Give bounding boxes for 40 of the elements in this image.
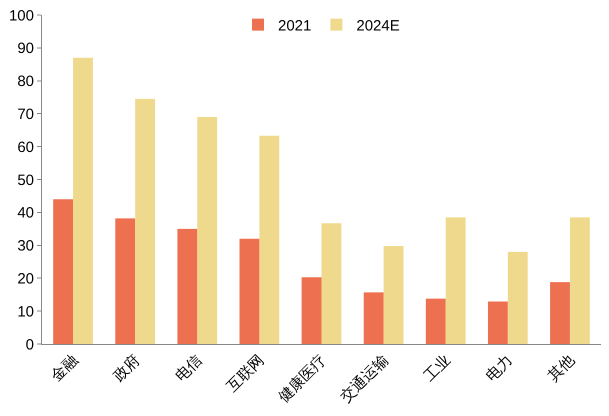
x-tick-label: 互联网 (224, 352, 268, 396)
bar (259, 136, 280, 344)
bar (488, 302, 508, 344)
y-tick-label: 100 (8, 7, 34, 24)
x-tick-label: 电信 (172, 352, 206, 385)
bar (115, 218, 136, 344)
bar (550, 282, 570, 344)
bar (73, 58, 93, 344)
y-tick-label: 70 (17, 106, 34, 123)
y-tick-label: 20 (17, 270, 34, 288)
y-tick-label: 30 (17, 238, 34, 255)
bar (426, 298, 446, 344)
x-tick-label: 电力 (482, 352, 516, 385)
bar (322, 223, 342, 344)
x-tick-label: 健康医疗 (275, 352, 330, 406)
bar (384, 246, 404, 344)
x-tick-label: 政府 (110, 352, 144, 385)
x-tick-label: 交通运输 (337, 352, 392, 406)
bar (177, 228, 198, 344)
bar (364, 292, 384, 344)
y-tick-label: 0 (26, 336, 34, 354)
x-tick-label: 其他 (544, 352, 578, 385)
bar (570, 217, 590, 344)
bar (302, 277, 322, 344)
y-tick-label: 50 (17, 172, 34, 189)
y-tick-label: 60 (17, 138, 34, 156)
bar (446, 217, 466, 344)
y-tick-label: 10 (17, 303, 34, 320)
bar (240, 238, 260, 344)
x-tick-label: 工业 (420, 352, 454, 385)
bar (197, 116, 218, 344)
bar (135, 98, 156, 344)
y-tick-label: 40 (17, 204, 34, 222)
bar (508, 252, 528, 344)
y-tick-label: 90 (17, 40, 34, 58)
legend-label: 2024E (356, 18, 400, 35)
x-tick-label: 金融 (48, 352, 82, 385)
y-tick-label: 80 (17, 73, 34, 90)
bar (53, 199, 74, 344)
legend-label: 2021 (278, 18, 312, 35)
